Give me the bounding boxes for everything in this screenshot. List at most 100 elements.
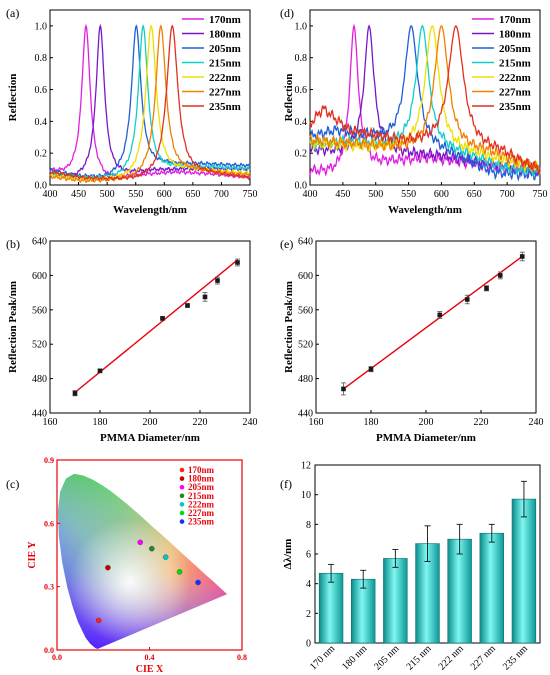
y-tick-label: 0.2 — [35, 149, 48, 160]
x-tick-label: 550 — [128, 189, 143, 200]
x-axis-label: Wavelength/nm — [388, 204, 462, 216]
data-point-170nm — [95, 617, 102, 624]
legend-entry: 205nm — [188, 482, 215, 492]
y-axis-label: Δλ/nm — [282, 539, 294, 570]
y-axis-label: Reflection — [7, 74, 19, 122]
series-line-227nm — [309, 24, 541, 174]
y-tick-label: 520 — [32, 340, 47, 351]
bar — [383, 558, 408, 644]
x-tick-label: 400 — [303, 189, 318, 200]
y-tick-label: 440 — [32, 409, 47, 420]
x-tick-label: 222 nm — [437, 643, 466, 672]
data-point — [437, 312, 443, 318]
y-tick-label: 0 — [306, 639, 311, 650]
series-line-170nm — [49, 23, 251, 179]
legend-entry: 215nm — [188, 491, 215, 501]
y-tick-label: 520 — [298, 340, 313, 351]
y-tick-label: 4 — [306, 579, 311, 590]
legend-swatch — [179, 510, 185, 516]
data-point-227nm — [176, 569, 183, 575]
x-tick-label: 500 — [100, 189, 115, 200]
x-tick-label: 180 — [364, 417, 379, 428]
legend-swatch — [179, 467, 185, 473]
legend-entry: 227nm — [499, 87, 531, 99]
x-tick-label: 700 — [214, 189, 229, 200]
x-tick-label: 240 — [529, 417, 544, 428]
x-tick-label: 227 nm — [469, 643, 498, 672]
legend-entry: 170nm — [209, 14, 241, 26]
x-axis-label: CIE X — [136, 664, 164, 675]
panel-label: (b) — [6, 237, 20, 251]
x-tick-label: 220 — [193, 417, 208, 428]
data-point — [235, 260, 240, 265]
x-tick-label: 600 — [434, 189, 449, 200]
x-tick-label: 450 — [335, 189, 350, 200]
data-point — [202, 294, 208, 300]
x-tick-label: 650 — [185, 189, 200, 200]
legend-entry: 180nm — [209, 29, 241, 41]
x-tick-label: 170 nm — [308, 643, 337, 672]
data-point-215nm — [149, 545, 155, 552]
x-tick-label: 215 nm — [404, 643, 433, 672]
x-tick-label: 160 — [43, 417, 58, 428]
y-tick-label: 0.4 — [295, 117, 308, 128]
x-axis-label: PMMA Diameter/nm — [100, 432, 200, 444]
legend-entry: 205nm — [209, 43, 241, 55]
chart-e: 160 180 200 220 240 440 480 520 560 600 640 PMMA Di… — [280, 237, 544, 445]
bar — [447, 538, 472, 644]
y-tick-label: 8 — [306, 520, 311, 531]
y-tick-label: 0.8 — [295, 53, 308, 64]
chart-d: 400 450 500 550 600 650 700 750 0.0 0.2 0.4 0.6 0.8 1… — [280, 6, 548, 216]
x-tick-label: 400 — [43, 189, 58, 200]
plot-frame — [49, 240, 251, 414]
data-point — [341, 386, 346, 392]
x-tick-label: 0.8 — [237, 653, 247, 662]
x-tick-label: 0.4 — [145, 653, 155, 662]
legend-entry: 222nm — [499, 72, 531, 84]
y-axis-label: CIE Y — [27, 541, 38, 569]
data-point — [97, 368, 103, 374]
y-tick-label: 0.6 — [35, 85, 48, 96]
data-point — [368, 366, 374, 372]
y-tick-label: 0.6 — [44, 519, 54, 528]
data-point — [72, 390, 78, 396]
x-tick-label: 200 — [143, 417, 158, 428]
series-line-235nm — [49, 24, 251, 181]
y-tick-label: 0.0 — [44, 646, 54, 655]
legend-swatch — [179, 476, 185, 481]
x-tick-label: 200 — [419, 417, 434, 428]
x-tick-label: 500 — [368, 189, 383, 200]
plot-frame — [309, 9, 541, 186]
x-tick-label: 220 — [474, 417, 489, 428]
x-tick-label: 180 — [93, 417, 108, 428]
data-point-235nm — [195, 579, 201, 586]
y-axis-label: Reflection Peak/nm — [7, 281, 19, 373]
data-point — [497, 273, 503, 278]
data-point — [484, 286, 489, 291]
panel-label: (e) — [280, 237, 293, 251]
x-axis-label: PMMA Diameter/nm — [376, 432, 476, 444]
x-tick-label: 600 — [157, 189, 172, 200]
panel-label: (c) — [6, 477, 19, 491]
data-point-180nm — [105, 564, 111, 571]
legend-entry: 170nm — [499, 14, 531, 26]
x-tick-label: 240 — [243, 417, 258, 428]
bar — [511, 498, 537, 644]
bar — [318, 572, 344, 644]
legend-swatch — [179, 502, 185, 507]
y-tick-label: 0.0 — [35, 181, 48, 192]
legend-swatch — [179, 519, 185, 524]
y-tick-label: 0.9 — [44, 456, 54, 465]
y-tick-label: 560 — [32, 305, 47, 316]
legend-entry: 215nm — [499, 58, 531, 70]
y-tick-label: 1.0 — [35, 21, 48, 32]
y-tick-label: 0.8 — [35, 53, 48, 64]
y-tick-label: 0.2 — [295, 149, 308, 160]
panel-label: (a) — [6, 6, 19, 20]
y-tick-label: 0.3 — [44, 583, 54, 592]
legend-entry: 222nm — [209, 72, 241, 84]
chart-a: 400 450 500 550 600 650 700 750 0.0 0.2 0.4 0.6 0.8 1… — [6, 6, 258, 216]
y-tick-label: 12 — [301, 461, 311, 472]
y-axis-label: Reflection — [283, 74, 295, 122]
x-tick-label: 650 — [467, 189, 482, 200]
